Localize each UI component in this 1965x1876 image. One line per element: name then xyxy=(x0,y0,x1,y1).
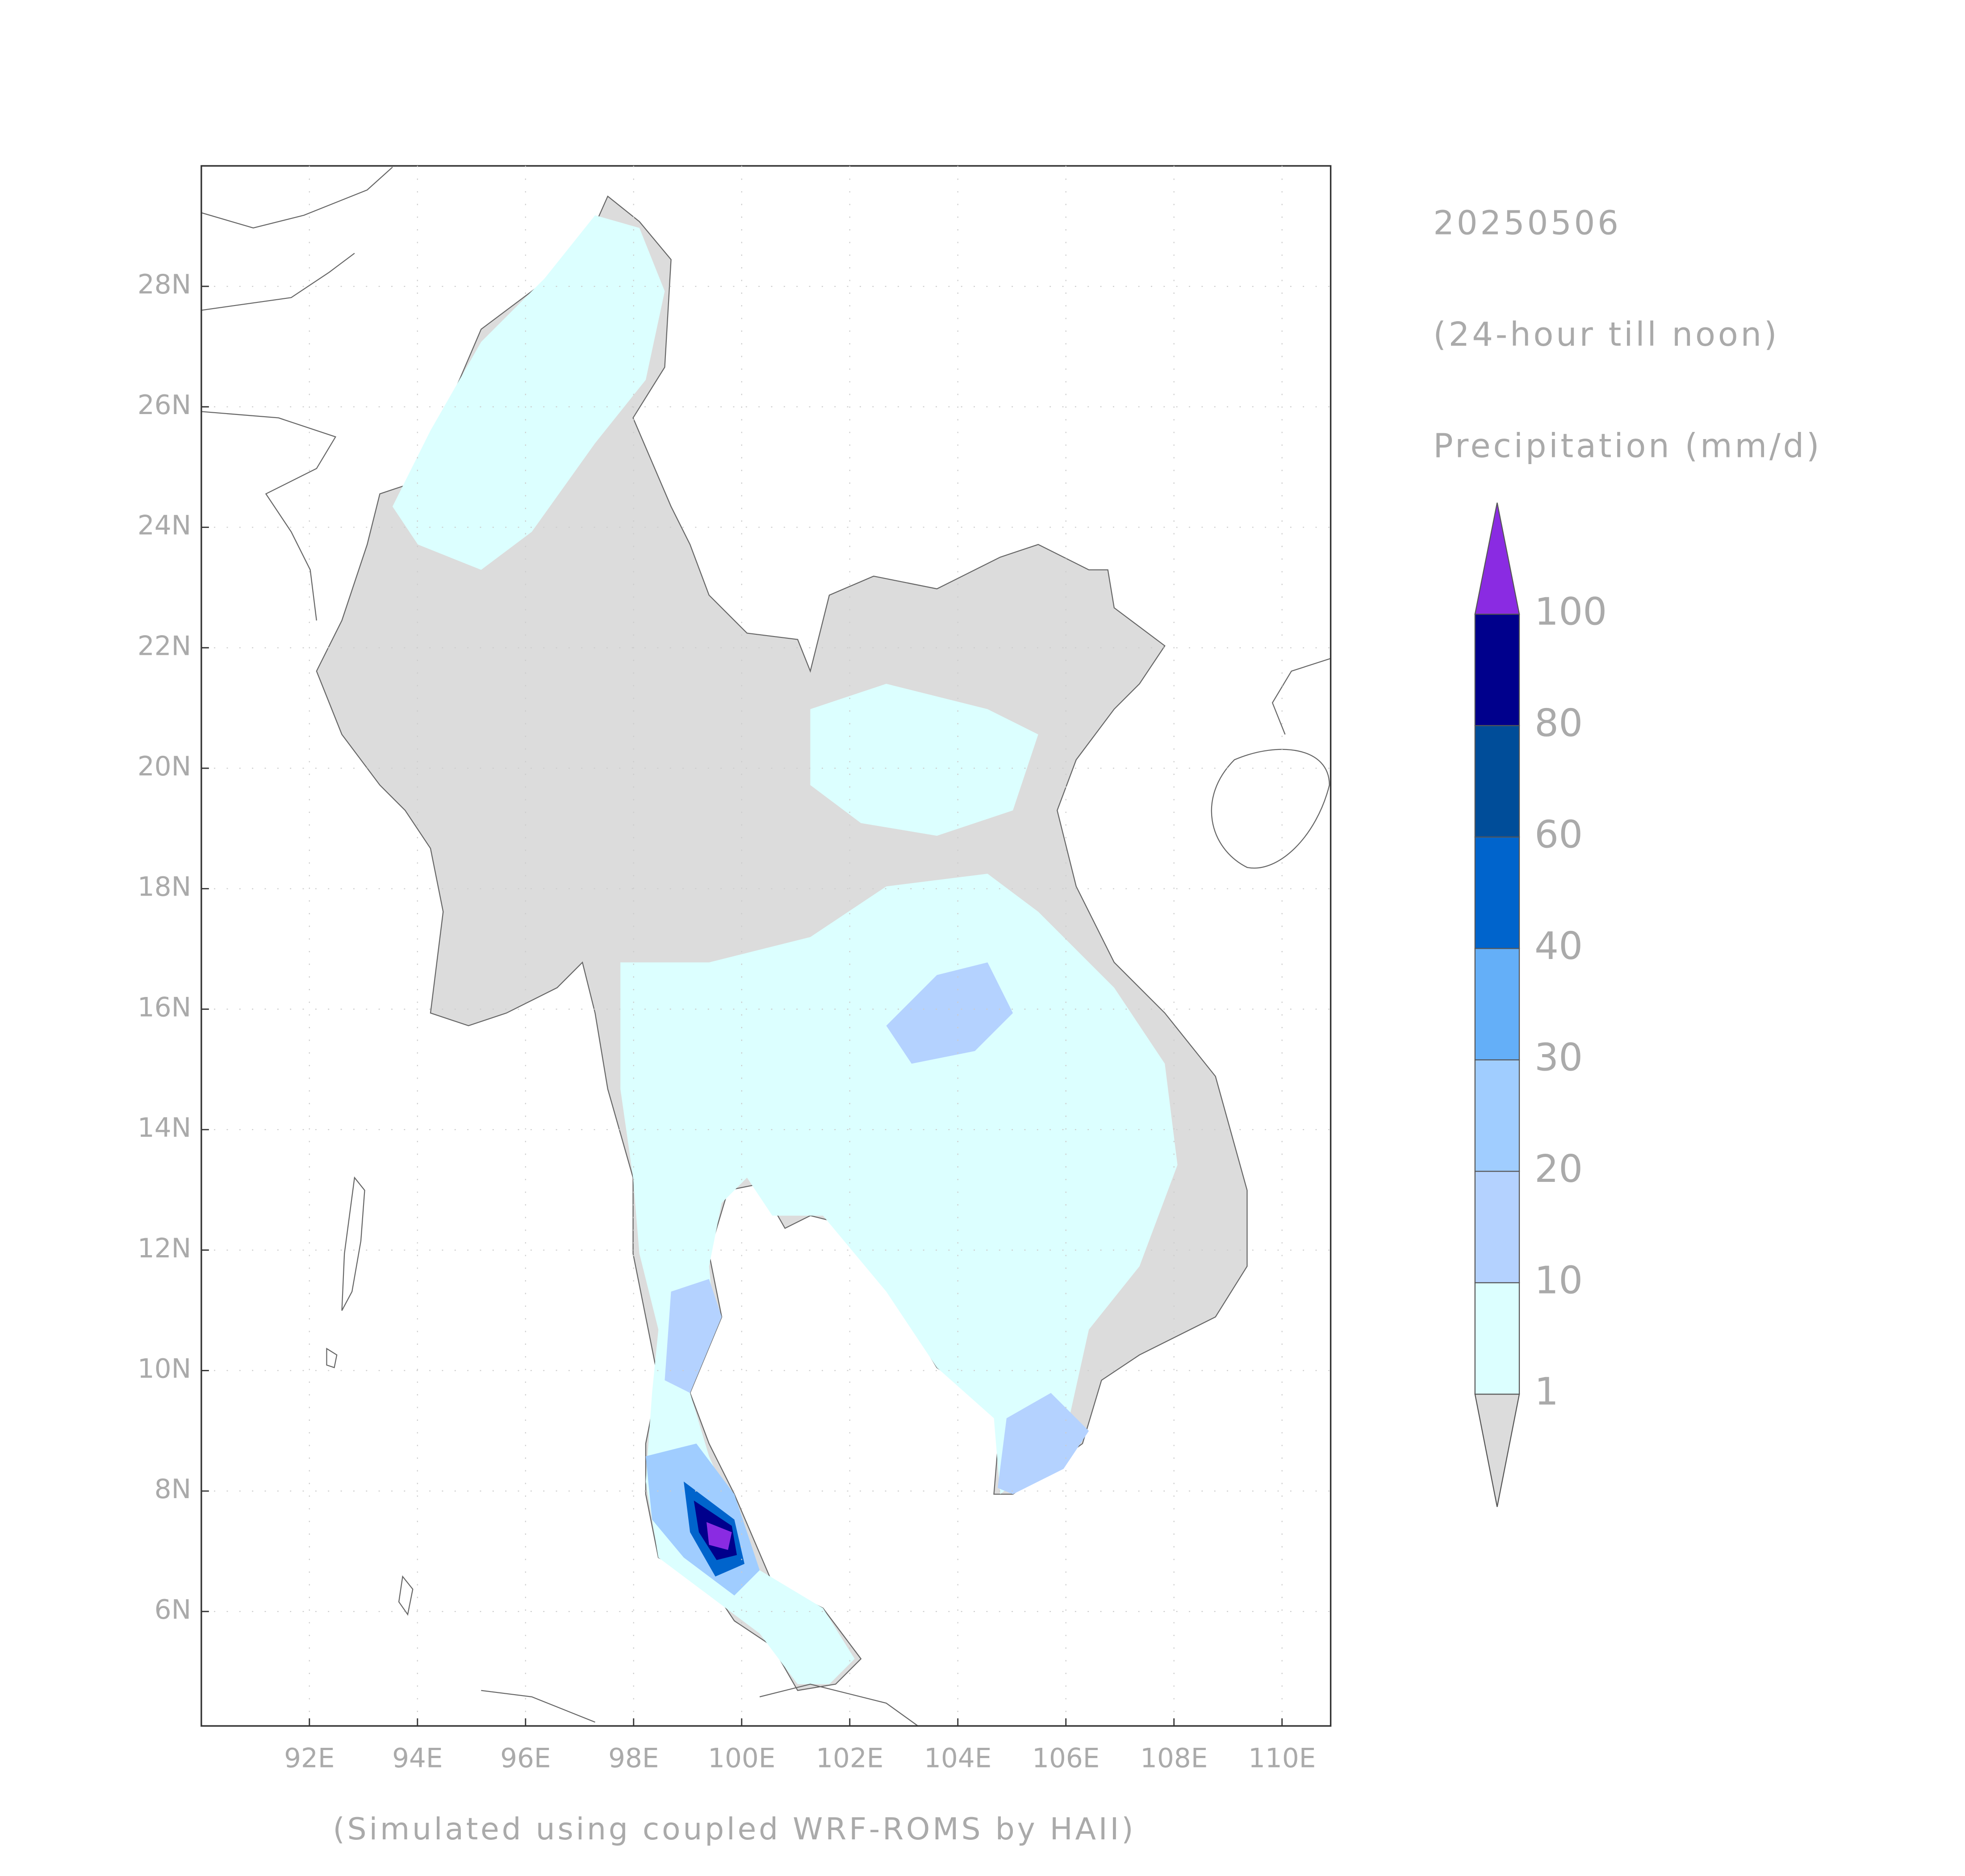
x-tick-label: 98E xyxy=(608,1743,659,1774)
x-tick-label: 110E xyxy=(1248,1743,1316,1774)
colorbar-label: 10 xyxy=(1534,1258,1583,1302)
rain-area xyxy=(810,683,1038,836)
x-tick-label: 92E xyxy=(284,1743,334,1774)
colorbar-segment xyxy=(1474,948,1520,1060)
header-line: (24-hour till noon) xyxy=(1433,316,1779,354)
colorbar-segment xyxy=(1474,613,1520,726)
y-tick-label: 20N xyxy=(138,751,191,782)
colorbar-label: 20 xyxy=(1534,1147,1583,1191)
rain-area xyxy=(998,1393,1089,1495)
colorbar-label: 30 xyxy=(1534,1035,1583,1080)
y-tick-label: 16N xyxy=(138,992,191,1023)
y-tick-label: 12N xyxy=(138,1233,191,1264)
colorbar-segment xyxy=(1474,1171,1520,1283)
x-tick-label: 104E xyxy=(924,1743,991,1774)
rain-area xyxy=(392,215,665,570)
y-tick-label: 24N xyxy=(138,511,191,541)
header-line: 20250506 xyxy=(1433,205,1621,243)
y-tick-label: 28N xyxy=(138,269,191,300)
x-tick-label: 100E xyxy=(708,1743,775,1774)
y-tick-label: 8N xyxy=(155,1474,191,1505)
y-tick-label: 14N xyxy=(138,1113,191,1143)
colorbar-segment xyxy=(1474,836,1520,949)
y-tick-label: 22N xyxy=(138,631,191,662)
map-frame xyxy=(201,165,1332,1727)
y-tick-label: 10N xyxy=(138,1354,191,1385)
x-tick-label: 96E xyxy=(500,1743,551,1774)
y-tick-label: 18N xyxy=(138,872,191,903)
rain-area xyxy=(706,1522,732,1550)
rain-area xyxy=(620,874,1178,1684)
colorbar-over xyxy=(1474,502,1520,615)
colorbar-segment xyxy=(1474,1059,1520,1172)
x-tick-label: 106E xyxy=(1032,1743,1100,1774)
colorbar-label: 60 xyxy=(1534,812,1583,857)
y-tick-label: 26N xyxy=(138,390,191,421)
footer: (Simulated using coupled WRF-ROMS by HAI… xyxy=(333,1812,1136,1847)
colorbar-under xyxy=(1474,1394,1520,1507)
colorbar-segment xyxy=(1474,725,1520,838)
y-tick-label: 6N xyxy=(155,1595,191,1625)
rain-area xyxy=(665,1279,722,1393)
rain-area xyxy=(886,962,1013,1064)
header-line: Precipitation (mm/d) xyxy=(1433,427,1822,465)
colorbar-label: 80 xyxy=(1534,701,1583,745)
x-tick-label: 94E xyxy=(392,1743,443,1774)
x-tick-label: 108E xyxy=(1140,1743,1208,1774)
colorbar-label: 40 xyxy=(1534,924,1583,968)
island xyxy=(326,1176,414,1616)
x-tick-label: 102E xyxy=(816,1743,883,1774)
coastline xyxy=(201,167,1331,1726)
colorbar-label: 100 xyxy=(1534,590,1607,634)
colorbar-segment xyxy=(1474,1282,1520,1395)
colorbar-label: 1 xyxy=(1534,1370,1559,1414)
map-area xyxy=(201,167,1331,1726)
